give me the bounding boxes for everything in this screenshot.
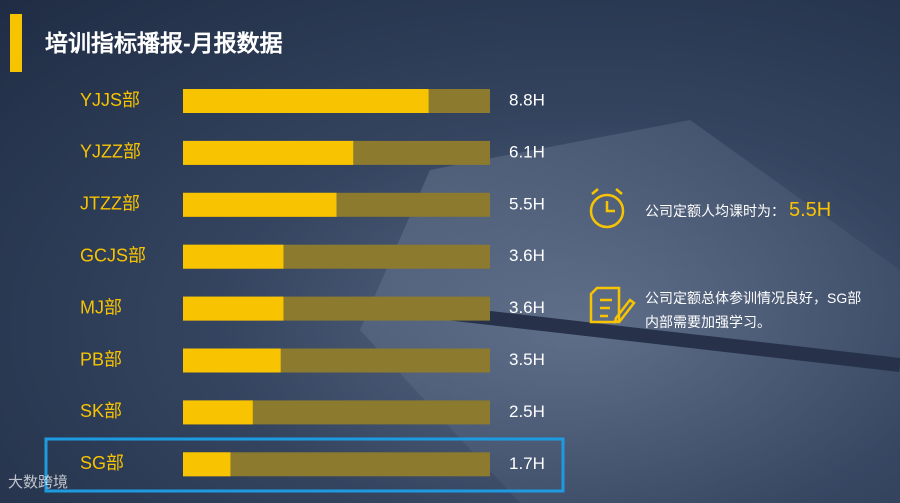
annotation-value: 5.5H (789, 199, 832, 221)
background-notebook (360, 120, 900, 503)
category-label: GCJS部 (80, 245, 146, 265)
clock-icon (589, 188, 625, 229)
value-label: 3.6H (509, 298, 545, 317)
highlight-box (44, 437, 565, 493)
value-label: 1.7H (509, 454, 545, 473)
title-accent (10, 14, 22, 72)
category-label: SK部 (80, 401, 122, 421)
chart-title: 培训指标播报-月报数据 (45, 30, 283, 56)
annotation: 公司定额人均课时为： 5.5H (645, 198, 831, 223)
bar-track (183, 452, 490, 477)
annotation: 公司定额总体参训情况良好，SG部内部需要加强学习。 (645, 290, 862, 330)
bar (183, 296, 284, 321)
category-label: JTZZ部 (80, 194, 140, 214)
bar (183, 192, 337, 217)
background-pen (419, 303, 900, 372)
bar (183, 348, 281, 373)
value-label: 5.5H (509, 194, 545, 213)
bar (183, 140, 354, 165)
document-icon (589, 286, 636, 324)
annotation-text: 公司定额人均课时为： (645, 203, 785, 219)
value-label: 8.8H (509, 90, 545, 109)
bar (183, 244, 284, 269)
value-label: 3.6H (509, 246, 545, 265)
value-label: 3.5H (509, 350, 545, 369)
value-label: 6.1H (509, 142, 545, 161)
category-label: SG部 (80, 453, 124, 473)
bar (183, 452, 231, 477)
category-label: YJJS部 (80, 90, 140, 110)
watermark: 大数跨境 (8, 473, 68, 491)
bar (183, 400, 253, 425)
category-label: PB部 (80, 349, 122, 369)
value-label: 2.5H (509, 402, 545, 421)
category-label: MJ部 (80, 297, 122, 317)
category-label: YJZZ部 (80, 142, 141, 162)
bar (183, 89, 429, 113)
plot: YJJS部 8.8H YJZZ部 6.1H JTZZ部 5.5H GCJS部 3.6H MJ部 3… (80, 89, 545, 477)
